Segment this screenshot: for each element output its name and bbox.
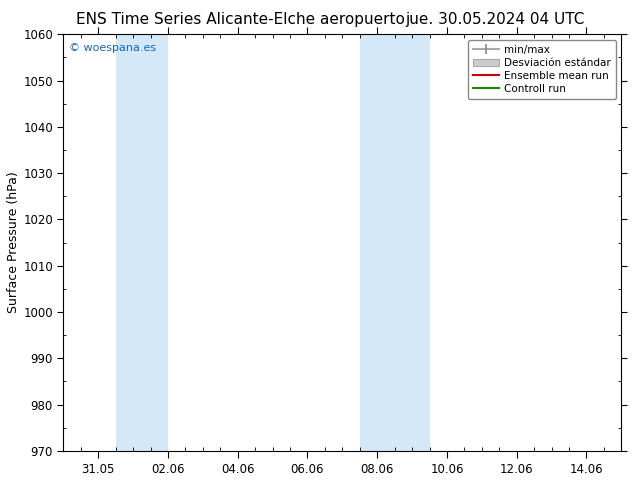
Bar: [359, 34, 429, 451]
Legend: min/max, Desviación estándar, Ensemble mean run, Controll run: min/max, Desviación estándar, Ensemble m…: [468, 40, 616, 99]
Bar: [115, 34, 168, 451]
Y-axis label: Surface Pressure (hPa): Surface Pressure (hPa): [8, 172, 20, 314]
Text: jue. 30.05.2024 04 UTC: jue. 30.05.2024 04 UTC: [405, 12, 584, 27]
Text: ENS Time Series Alicante-Elche aeropuerto: ENS Time Series Alicante-Elche aeropuert…: [77, 12, 405, 27]
Text: © woespana.es: © woespana.es: [69, 43, 156, 52]
